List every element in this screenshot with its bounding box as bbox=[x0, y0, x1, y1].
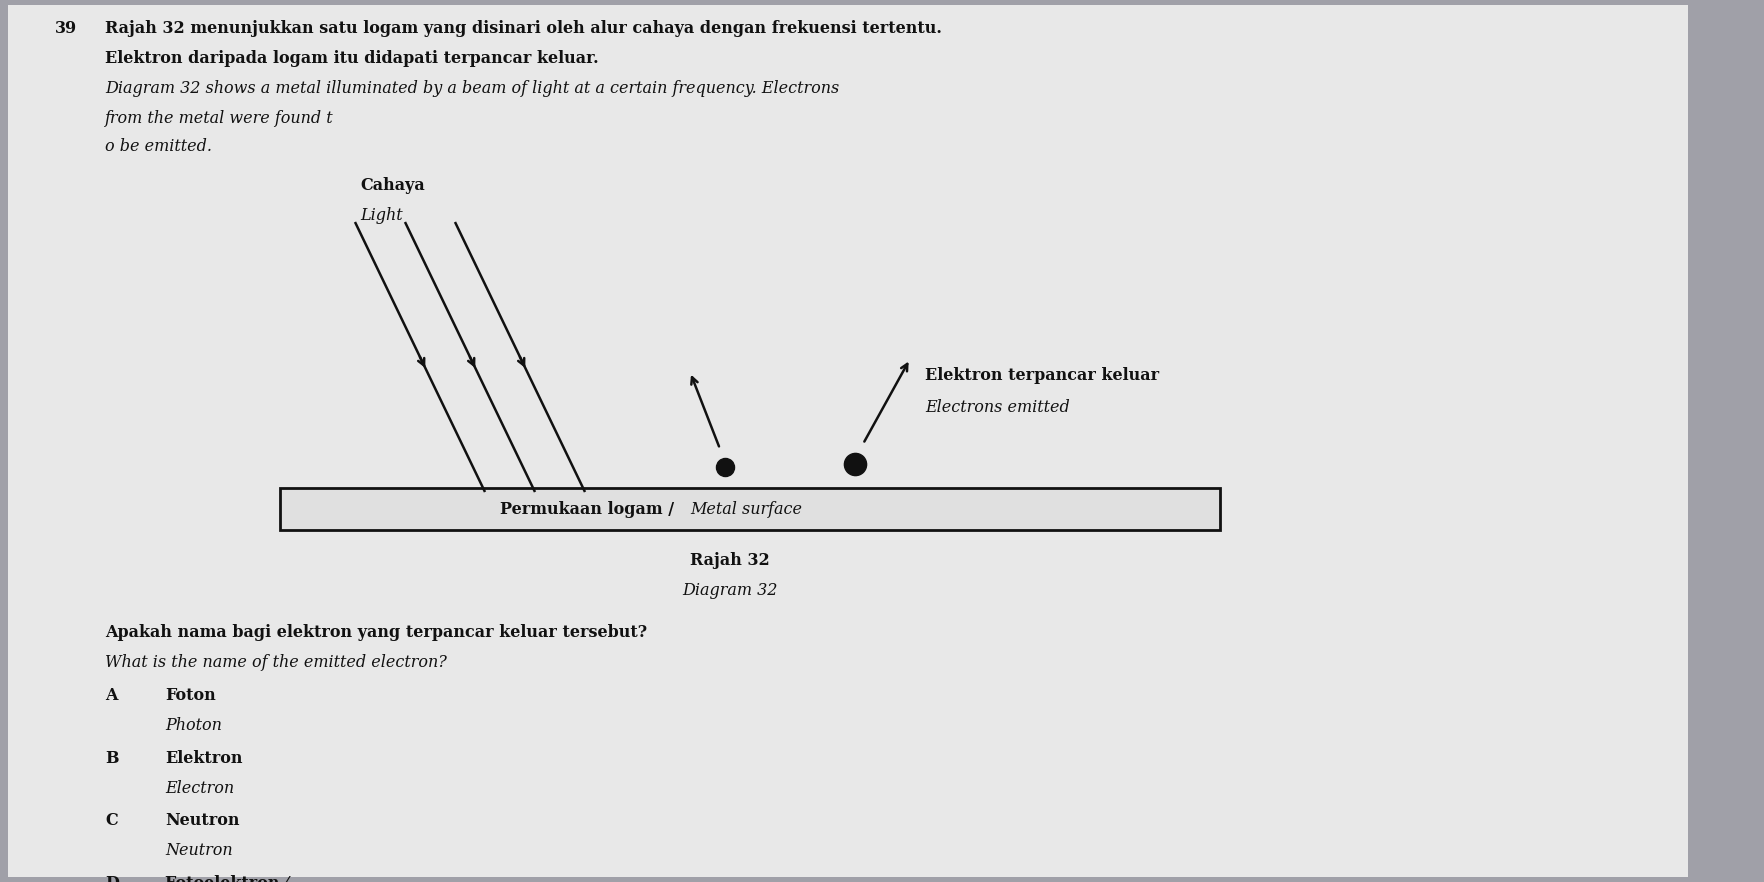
Text: D: D bbox=[104, 875, 118, 882]
Text: Foton: Foton bbox=[164, 687, 215, 704]
Text: Rajah 32: Rajah 32 bbox=[690, 552, 769, 569]
Text: Electron: Electron bbox=[164, 780, 235, 797]
Text: Metal surface: Metal surface bbox=[690, 500, 801, 518]
Text: Electrons emitted: Electrons emitted bbox=[924, 399, 1069, 416]
Text: o be emitted.: o be emitted. bbox=[104, 138, 212, 155]
Text: Diagram 32: Diagram 32 bbox=[683, 582, 778, 599]
Text: Permukaan logam /: Permukaan logam / bbox=[499, 500, 679, 518]
Text: A: A bbox=[104, 687, 118, 704]
Text: Light: Light bbox=[360, 207, 402, 224]
Text: Elektron terpancar keluar: Elektron terpancar keluar bbox=[924, 367, 1159, 384]
Text: Neutron: Neutron bbox=[164, 842, 233, 859]
Text: Rajah 32 menunjukkan satu logam yang disinari oleh alur cahaya dengan frekuensi : Rajah 32 menunjukkan satu logam yang dis… bbox=[104, 20, 942, 37]
Text: C: C bbox=[104, 812, 118, 829]
Text: 39: 39 bbox=[55, 20, 78, 37]
Text: What is the name of the emitted electron?: What is the name of the emitted electron… bbox=[104, 654, 446, 671]
FancyBboxPatch shape bbox=[280, 488, 1219, 530]
FancyBboxPatch shape bbox=[9, 5, 1686, 877]
Text: Cahaya: Cahaya bbox=[360, 177, 425, 194]
Text: Fotoelektron ⁄: Fotoelektron ⁄ bbox=[164, 875, 288, 882]
Text: from the metal were found t: from the metal were found t bbox=[104, 110, 333, 127]
Text: Elektron daripada logam itu didapati terpancar keluar.: Elektron daripada logam itu didapati ter… bbox=[104, 50, 598, 67]
Text: Diagram 32 shows a metal illuminated by a beam of light at a certain frequency. : Diagram 32 shows a metal illuminated by … bbox=[104, 80, 838, 97]
Text: Apakah nama bagi elektron yang terpancar keluar tersebut?: Apakah nama bagi elektron yang terpancar… bbox=[104, 624, 647, 641]
Text: Elektron: Elektron bbox=[164, 750, 242, 767]
Text: B: B bbox=[104, 750, 118, 767]
Text: Neutron: Neutron bbox=[164, 812, 240, 829]
Text: Photon: Photon bbox=[164, 717, 222, 734]
